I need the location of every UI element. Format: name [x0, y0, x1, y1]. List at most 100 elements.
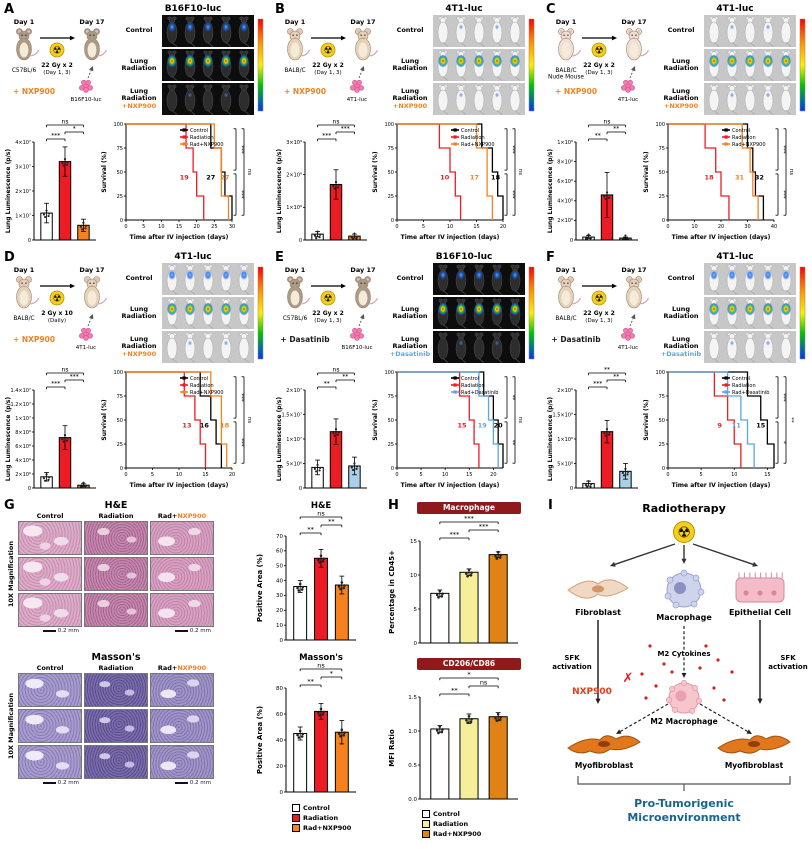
bioluminescence-panel: Control Lung Radiation Lung Radiation +Dasati… — [658, 263, 808, 367]
imaging-row: Control — [658, 263, 796, 295]
x-tick-label: 20 — [490, 472, 496, 478]
mouse-inner-ear — [95, 30, 98, 33]
median-survival-label: 18 — [491, 174, 501, 182]
mouse-nose — [633, 285, 635, 287]
median-survival-label: 15 — [756, 422, 766, 430]
data-point — [340, 728, 344, 731]
day1-label: Day 1 — [14, 266, 35, 274]
data-point — [604, 434, 607, 437]
mice-image — [704, 297, 796, 329]
data-point — [316, 230, 319, 233]
y-tick-label: 4×10⁸ — [557, 199, 573, 205]
y-tick-label: 10 — [410, 573, 417, 579]
mouse-tail — [225, 110, 232, 115]
y-tick-label: 50 — [388, 170, 394, 176]
mouse-eye — [364, 282, 366, 284]
y-tick-label: 0.0 — [408, 797, 417, 803]
tumor-label: B16F10-luc — [71, 97, 102, 103]
mouse-belly — [19, 290, 29, 306]
mouse-tail — [749, 358, 756, 363]
mouse-body — [238, 337, 250, 360]
x-tick-label: 20 — [193, 224, 199, 230]
myofibroblast-nucleus — [598, 741, 610, 747]
mouse-tail — [98, 49, 108, 57]
surv-sig-label: *** — [780, 393, 786, 402]
y-tick-label: 25 — [117, 442, 123, 448]
mouse-inner-ear — [86, 30, 89, 33]
tumor-cells-icon — [350, 85, 356, 91]
y-tick-label: 75 — [659, 146, 665, 152]
imaging-row-label-line: Control — [125, 26, 153, 35]
color-scale-bar — [256, 263, 266, 367]
arrow-line — [629, 317, 634, 327]
sig-label: * — [73, 126, 76, 133]
surv-sig-label: ns — [517, 417, 523, 423]
imaging-row-label-line: +NXP900 — [663, 101, 699, 110]
data-point — [65, 439, 69, 442]
arrowhead — [616, 729, 622, 734]
mechanism-schematic: Radiotherapy ☢ Fibroblast Macrophage Epithel… — [552, 502, 807, 824]
signal-blob — [729, 92, 735, 98]
data-point — [622, 474, 626, 477]
imaging-row: Control — [387, 15, 525, 47]
data-point — [351, 468, 355, 472]
signal-blob — [729, 340, 735, 346]
surv-sig-label: ** — [788, 417, 794, 423]
legend-label: Radiation — [190, 383, 214, 389]
data-point — [608, 194, 611, 197]
arrowhead — [611, 283, 617, 289]
data-point — [296, 586, 299, 590]
legend-label: Control — [461, 128, 479, 134]
bar-1 — [459, 718, 479, 800]
signal-blob — [222, 22, 230, 32]
arrow-line — [87, 69, 92, 79]
g-chart-0: H&E Positive Area (%) 0 10 20 30 40 50 60 70 ** **n… — [256, 501, 356, 644]
y-tick-label: 75 — [388, 146, 394, 152]
data-point — [66, 161, 69, 164]
signal-blob — [239, 54, 249, 68]
data-point — [340, 581, 344, 584]
mouse-eye — [364, 34, 366, 36]
y-tick-label: 3×10⁷ — [15, 164, 31, 170]
mice-image — [162, 83, 254, 115]
colorbar-rect — [528, 18, 535, 112]
mouse-body — [780, 21, 792, 44]
data-point — [321, 713, 325, 716]
legend-marker — [182, 135, 186, 139]
colorbar-svg — [528, 266, 535, 360]
m2-pseudopod — [689, 708, 695, 714]
data-point — [337, 431, 340, 434]
mouse-tail — [460, 76, 467, 81]
column-header-text: Radiation — [98, 664, 134, 672]
signal-blob — [221, 54, 231, 68]
data-point — [604, 197, 607, 201]
cell-line-title: 4T1-luc — [445, 4, 483, 14]
imaging-row-label: Lung Radiation +NXP900 — [658, 88, 704, 110]
data-point — [621, 471, 624, 474]
drug-label: + Dasatinib — [280, 335, 330, 344]
experiment-schematic: Day 1 Day 17 ☢ BALB/C 2 Gy x 10(Daily) + NXP9… — [13, 266, 108, 351]
mouse-tail — [189, 42, 196, 47]
x-tick-label: 15 — [473, 224, 479, 230]
data-point — [626, 237, 629, 240]
mouse-tail — [225, 324, 232, 329]
micrograph — [18, 745, 82, 779]
x-tick-label: 0 — [666, 224, 669, 230]
signal-blob — [222, 270, 230, 280]
mouse-tail — [749, 76, 756, 81]
imaging-row: Lung Radiation +NXP900 — [658, 83, 796, 115]
data-point — [437, 596, 440, 599]
mouse-tail — [460, 42, 467, 47]
scale-bar-row: 0.2 mm 0.2 mm — [18, 780, 216, 786]
mouse-eye — [635, 34, 637, 36]
imaging-row: Lung Radiation — [387, 49, 525, 81]
signal-blob — [745, 302, 755, 316]
mouse-tail — [442, 324, 449, 329]
legend-swatch — [292, 804, 300, 812]
mouse-tail — [496, 110, 503, 115]
signal-blob — [781, 302, 791, 316]
arrow-line — [699, 703, 749, 733]
sig-label: ** — [307, 526, 314, 534]
data-point — [316, 463, 319, 467]
mice-image — [433, 331, 525, 363]
